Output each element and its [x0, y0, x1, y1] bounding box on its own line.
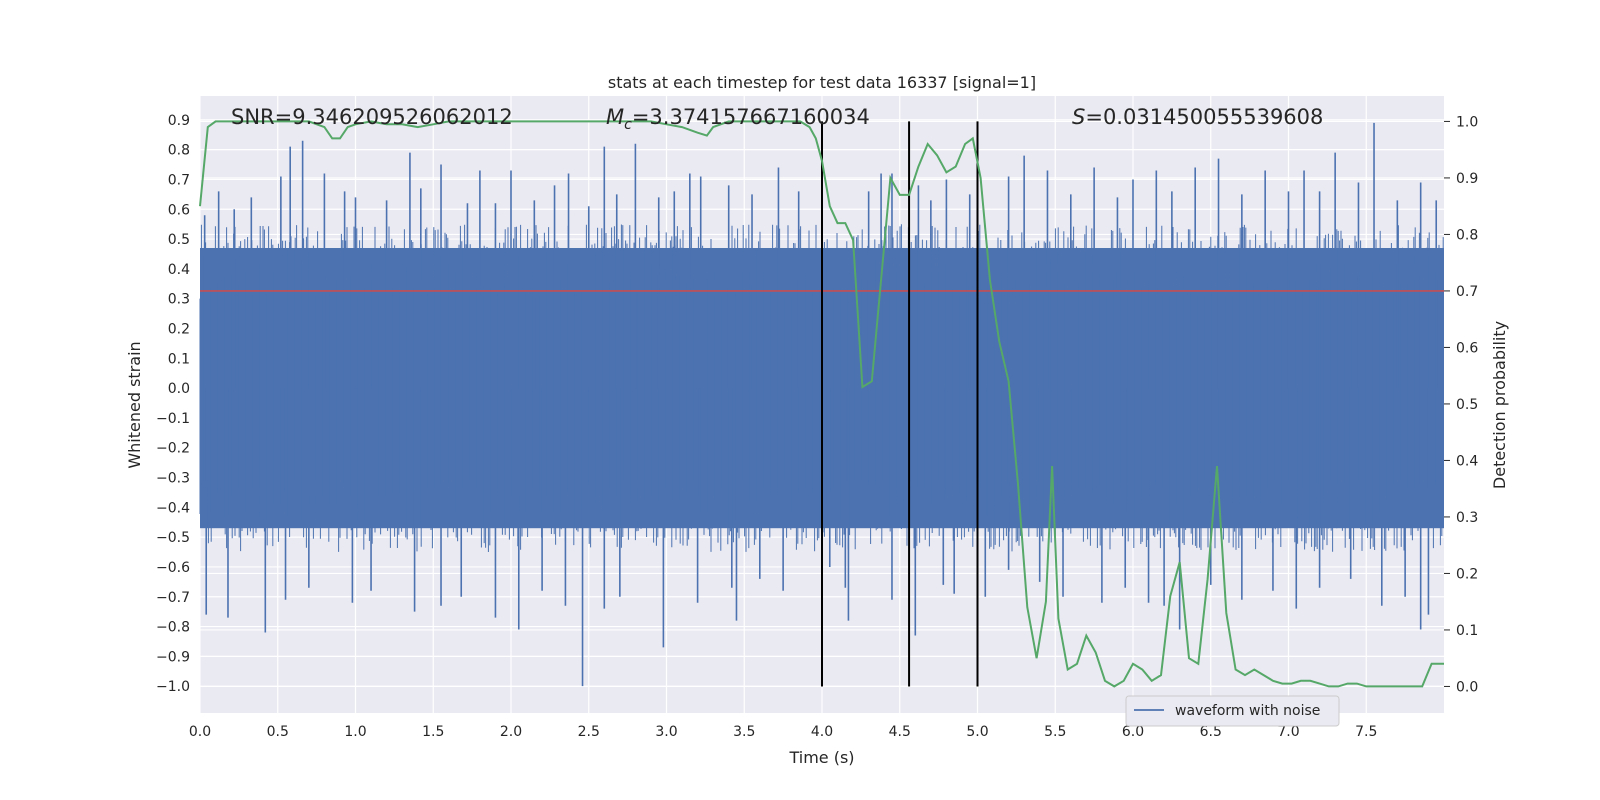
s-symbol: S: [1072, 105, 1085, 129]
y-tick-label-left: 0.9: [168, 113, 190, 129]
x-tick-label: 3.5: [733, 724, 755, 740]
x-tick-label: 6.5: [1200, 724, 1222, 740]
waveform-noise-strokes: [199, 224, 1444, 552]
chirp-mass-annotation: Mc=3.374157667160034: [606, 105, 870, 133]
y-tick-label-left: 0.6: [168, 202, 190, 218]
y-tick-label-left: −0.1: [156, 411, 190, 427]
y-tick-label-right: 0.2: [1456, 566, 1478, 582]
y-tick-label-left: 0.0: [168, 381, 190, 397]
y-tick-label-left: −0.4: [156, 500, 190, 516]
x-tick-label: 7.0: [1277, 724, 1299, 740]
s-value: =0.031450055539608: [1085, 105, 1323, 129]
y-tick-label-left: −0.2: [156, 441, 190, 457]
x-tick-label: 4.0: [811, 724, 833, 740]
chirp-mass-value: =3.374157667160034: [632, 105, 870, 129]
reference-lines: [200, 121, 1444, 687]
y-tick-label-right: 0.6: [1456, 340, 1478, 356]
x-tick-label: 4.5: [889, 724, 911, 740]
y-tick-label-left: 0.8: [168, 143, 190, 159]
y-tick-label-right: 0.7: [1456, 284, 1478, 300]
x-tick-label: 0.0: [189, 724, 211, 740]
y-axis-label-right: Detection probability: [1490, 321, 1509, 489]
y-tick-label-left: −0.3: [156, 471, 190, 487]
detection-probability-line: [199, 120, 1444, 688]
x-tick-label: 2.0: [500, 724, 522, 740]
y-tick-label-left: 0.2: [168, 321, 190, 337]
legend-box: [1125, 695, 1340, 727]
y-tick-label-right: 0.8: [1456, 227, 1478, 243]
x-tick-label: 5.0: [966, 724, 988, 740]
y-tick-label-right: 1.0: [1456, 114, 1478, 130]
y-tick-label-left: −0.5: [156, 530, 190, 546]
legend-label-waveform: waveform with noise: [1175, 703, 1320, 719]
y-tick-label-right: 0.4: [1456, 453, 1478, 469]
y-axis-label-left: Whitened strain: [125, 341, 144, 468]
y-tick-label-left: 0.7: [168, 172, 190, 188]
y-tick-label-right: 0.1: [1456, 623, 1478, 639]
y-tick-label-right: 0.3: [1456, 510, 1478, 526]
chirp-mass-subscript: c: [624, 117, 632, 133]
y-tick-label-left: −1.0: [156, 679, 190, 695]
y-tick-label-left: 0.1: [168, 351, 190, 367]
x-tick-label: 2.5: [578, 724, 600, 740]
y-tick-label-right: 0.9: [1456, 171, 1478, 187]
y-tick-label-right: 0.0: [1456, 679, 1478, 695]
y-tick-label-left: −0.7: [156, 590, 190, 606]
x-tick-label: 5.5: [1044, 724, 1066, 740]
tick-labels: 0.0 0.5 1.0 1.5 2.0 2.5 3.0 3.5 4.0 4.5 5.0 5.5 6.0 6…: [156, 113, 1478, 740]
y-tick-label-left: −0.9: [156, 649, 190, 665]
y-tick-label-left: −0.8: [156, 620, 190, 636]
s-annotation: S=0.031450055539608: [1072, 105, 1323, 129]
y-tick-label-left: 0.4: [168, 262, 190, 278]
snr-annotation: SNR=9.346209526062012: [231, 105, 513, 129]
x-tick-label: 0.5: [267, 724, 289, 740]
y-tick-label-right: 0.5: [1456, 397, 1478, 413]
x-tick-label: 1.0: [344, 724, 366, 740]
x-tick-label: 3.0: [655, 724, 677, 740]
y-tick-label-left: 0.3: [168, 292, 190, 308]
chirp-mass-symbol: M: [606, 105, 624, 129]
y-tick-label-left: −0.6: [156, 560, 190, 576]
x-tick-label: 1.5: [422, 724, 444, 740]
probability-series: [199, 120, 1444, 688]
x-axis-label: Time (s): [788, 748, 854, 767]
y-tick-label-left: 0.5: [168, 232, 190, 248]
x-tick-label: 7.5: [1355, 724, 1377, 740]
legend: waveform with noise: [1125, 695, 1340, 727]
x-tick-label: 6.0: [1122, 724, 1144, 740]
chart-title: stats at each timestep for test data 163…: [608, 73, 1036, 92]
